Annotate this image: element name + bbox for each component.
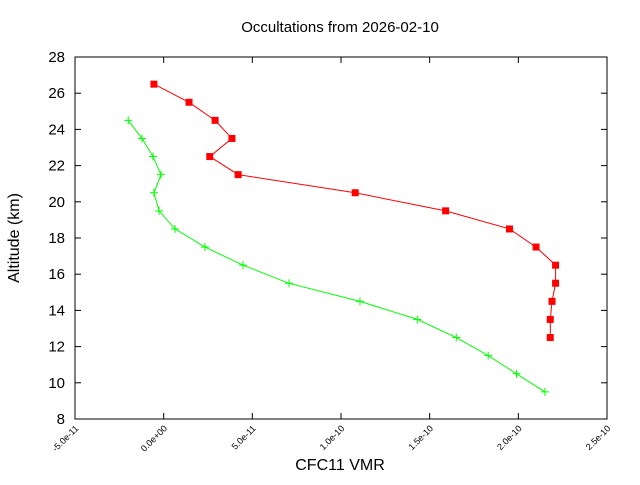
- chart-title: Occultations from 2026-02-10: [241, 19, 439, 36]
- data-point: [546, 334, 554, 342]
- y-tick-label: 26: [48, 85, 65, 102]
- y-axis-label: Altitude (km): [6, 193, 23, 283]
- data-point: [546, 315, 554, 323]
- data-point: [149, 188, 158, 197]
- data-point: [351, 189, 359, 197]
- data-point: [442, 207, 450, 215]
- data-point: [452, 333, 461, 342]
- y-tick-label: 28: [48, 49, 65, 66]
- data-point: [200, 243, 209, 252]
- data-point: [150, 80, 158, 88]
- data-point: [138, 134, 147, 143]
- data-point: [512, 369, 521, 378]
- x-axis-label: CFC11 VMR: [295, 457, 385, 474]
- y-tick-label: 14: [48, 302, 65, 319]
- data-point: [185, 98, 193, 106]
- y-tick-label: 16: [48, 266, 65, 283]
- data-point: [238, 261, 247, 270]
- x-tick-label: 1.5e-10: [406, 423, 435, 452]
- series-line-1: [127, 120, 546, 393]
- y-tick-label: 10: [48, 375, 65, 392]
- data-point: [206, 153, 214, 161]
- x-tick-label: 5.0e-11: [230, 423, 258, 451]
- x-tick-label: 0.0e+00: [139, 423, 169, 453]
- x-tick-label: 2.5e-10: [584, 423, 613, 452]
- data-point: [532, 243, 540, 251]
- data-point: [234, 171, 242, 179]
- data-point: [505, 225, 513, 233]
- x-tick-label: -5.0e-11: [50, 423, 80, 453]
- data-point: [149, 152, 158, 161]
- data-point: [285, 279, 294, 288]
- data-point: [355, 297, 364, 306]
- data-point: [552, 279, 560, 287]
- y-tick-label: 12: [48, 339, 65, 356]
- y-tick-label: 18: [48, 230, 65, 247]
- y-tick-label: 24: [48, 121, 65, 138]
- data-point: [552, 261, 560, 269]
- data-point: [540, 387, 549, 396]
- y-tick-label: 22: [48, 158, 65, 175]
- y-tick-label: 20: [48, 194, 65, 211]
- data-point: [157, 170, 166, 179]
- data-point: [171, 224, 180, 233]
- data-point: [124, 116, 133, 125]
- x-tick-label: 2.0e-10: [495, 423, 524, 452]
- data-point: [413, 315, 422, 324]
- data-point: [484, 351, 493, 360]
- data-point: [211, 116, 219, 124]
- data-point: [155, 206, 164, 215]
- y-tick-label: 8: [57, 411, 65, 428]
- data-point: [548, 297, 556, 305]
- x-tick-label: 1.0e-10: [318, 423, 347, 452]
- data-point: [228, 134, 236, 142]
- plot-area-border: [74, 56, 608, 420]
